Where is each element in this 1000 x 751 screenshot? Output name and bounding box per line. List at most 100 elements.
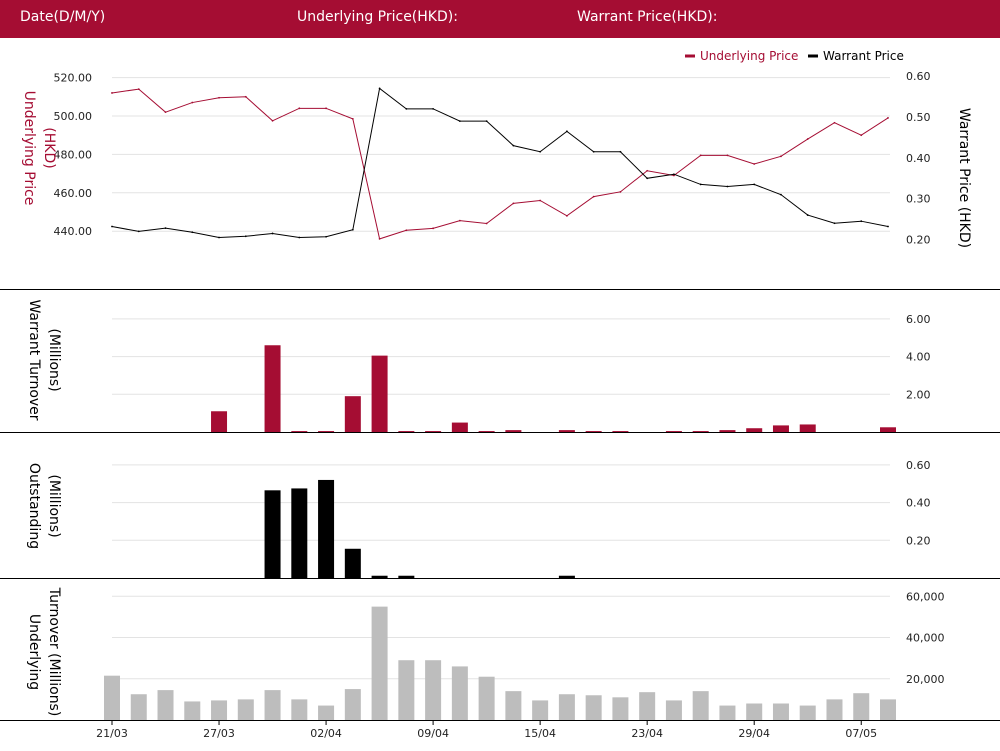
- warrant-turnover-panel: 6.00 4.00 2.00 Warrant Turnover (Millions): [0, 299, 1000, 433]
- warrant-turnover-bar: [880, 427, 896, 432]
- outstanding-bar: [558, 575, 575, 578]
- y-tick-label-right: 0.20: [906, 234, 931, 247]
- underlying-price-point: [271, 119, 274, 122]
- warrant-price-label: Warrant Price(HKD):: [577, 9, 718, 25]
- warrant-price-point: [860, 220, 863, 223]
- underlying-turnover-bar: [157, 690, 174, 720]
- y-tick-label-right: 0.60: [906, 70, 931, 83]
- underlying-turnover-bar: [398, 660, 415, 720]
- underlying-price-point: [565, 214, 568, 217]
- header-bar: Date(D/M/Y) Underlying Price(HKD): Warra…: [0, 0, 1000, 38]
- warrant-turnover-bar: [772, 425, 789, 432]
- underlying-turnover-bar: [130, 694, 147, 720]
- warrant-price-point: [432, 107, 435, 110]
- warrant-turnover-bar: [585, 431, 602, 433]
- underlying-price-point: [378, 237, 381, 240]
- warrant-turnover-bar: [344, 396, 361, 432]
- warrant-price-point: [887, 225, 889, 228]
- x-tick-label: 09/04: [417, 727, 449, 740]
- y-tick-label-left: 500.00: [54, 110, 93, 123]
- x-tick-label: 21/03: [96, 727, 128, 740]
- underlying-turnover-bar: [799, 705, 816, 720]
- underlying-price-point: [191, 101, 194, 104]
- underlying-price-point: [592, 195, 595, 198]
- underlying-turnover-bar: [184, 701, 201, 720]
- warrant-price-point: [833, 222, 836, 225]
- outstanding-bar: [264, 490, 281, 578]
- underlying-turnover-bar: [237, 699, 254, 720]
- warrant-turnover-bar: [719, 430, 736, 432]
- underlying-price-point: [860, 134, 863, 137]
- y-tick-label: 20,000: [906, 673, 945, 686]
- outstanding-bar: [398, 575, 415, 578]
- underlying-turnover-bar: [853, 693, 870, 720]
- y-tick-label-right: 0.40: [906, 152, 931, 165]
- underlying-turnover-panel: 60,000 40,000 20,000 Underlying Turnover (Mi…: [0, 587, 1000, 721]
- underlying-turnover-bar: [558, 694, 575, 720]
- underlying-price-point: [806, 138, 809, 140]
- underlying-turnover-bar: [746, 703, 763, 720]
- underlying-turnover-bar: [344, 689, 361, 720]
- warrant-price-point: [325, 235, 327, 238]
- warrant-price-point: [565, 130, 568, 133]
- warrant-price-point: [164, 227, 167, 230]
- x-tick-label: 02/04: [310, 727, 342, 740]
- underlying-turnover-bar: [772, 703, 789, 720]
- warrant-price-point: [111, 225, 113, 228]
- warrant-price-point: [806, 214, 809, 216]
- warrant-turnover-bar: [478, 431, 495, 433]
- warrant-price-point: [485, 120, 488, 123]
- warrant-price-line: [111, 87, 889, 239]
- warrant-price-point: [512, 144, 515, 147]
- x-tick-label: 29/04: [738, 727, 770, 740]
- underlying-turnover-bar: [451, 666, 468, 720]
- underlying-price-point: [539, 199, 542, 202]
- warrant-price-point: [592, 150, 595, 153]
- y-tick-label-left: 440.00: [54, 225, 93, 238]
- outstanding-panel: 0.60 0.40 0.20 Outstanding (Millions): [0, 459, 1000, 579]
- legend-warrant-price: Warrant Price: [823, 49, 904, 63]
- underlying-price-point: [887, 117, 889, 119]
- outstanding-bar: [344, 548, 361, 578]
- y-axis-title-left: Underlying Price (HKD): [21, 91, 57, 206]
- underlying-price-point: [726, 154, 729, 157]
- underlying-price-point: [164, 111, 167, 114]
- warrant-price-point: [458, 120, 461, 123]
- warrant-turnover-bar: [799, 424, 816, 432]
- underlying-price-point: [619, 190, 622, 193]
- underlying-turnover-bar: [425, 660, 442, 720]
- underlying-price-point: [458, 219, 461, 222]
- underlying-price-point: [405, 229, 408, 232]
- y-tick-label-right: 0.30: [906, 193, 931, 206]
- y-tick-label: 40,000: [906, 632, 945, 645]
- underlying-turnover-bar: [665, 700, 682, 720]
- outstanding-bar: [291, 488, 308, 578]
- underlying-turnover-bar: [478, 676, 495, 720]
- y-axis-title: Underlying Turnover (Millions): [26, 587, 62, 717]
- outstanding-bar: [318, 479, 335, 578]
- underlying-price-point: [485, 222, 488, 225]
- underlying-turnover-bar: [692, 691, 709, 720]
- warrant-turnover-bar: [318, 431, 335, 433]
- warrant-price-point: [619, 150, 622, 153]
- x-tick-label: 27/03: [203, 727, 235, 740]
- warrant-chart: 520.00 500.00 480.00 460.00 440.00 0.60 0.50 0.…: [0, 49, 1000, 740]
- warrant-turnover-bar: [665, 431, 682, 433]
- y-tick-label: 2.00: [906, 388, 931, 401]
- underlying-price-point: [432, 227, 435, 230]
- y-tick-label: 0.60: [906, 459, 931, 472]
- outstanding-bar: [371, 575, 388, 578]
- warrant-price-point: [753, 183, 756, 186]
- warrant-price-point: [271, 232, 274, 235]
- x-tick-label: 07/05: [845, 727, 877, 740]
- underlying-turnover-bar: [211, 700, 228, 720]
- underlying-turnover-bar: [612, 697, 629, 720]
- y-tick-label: 4.00: [906, 351, 931, 364]
- warrant-price-point: [137, 230, 140, 233]
- warrant-price-point: [405, 107, 408, 110]
- underlying-price-point: [699, 154, 702, 157]
- underlying-turnover-bar: [532, 700, 549, 720]
- y-axis-title-right: Warrant Price (HKD): [956, 108, 972, 248]
- x-tick-label: 15/04: [524, 727, 556, 740]
- warrant-turnover-bar: [371, 355, 388, 432]
